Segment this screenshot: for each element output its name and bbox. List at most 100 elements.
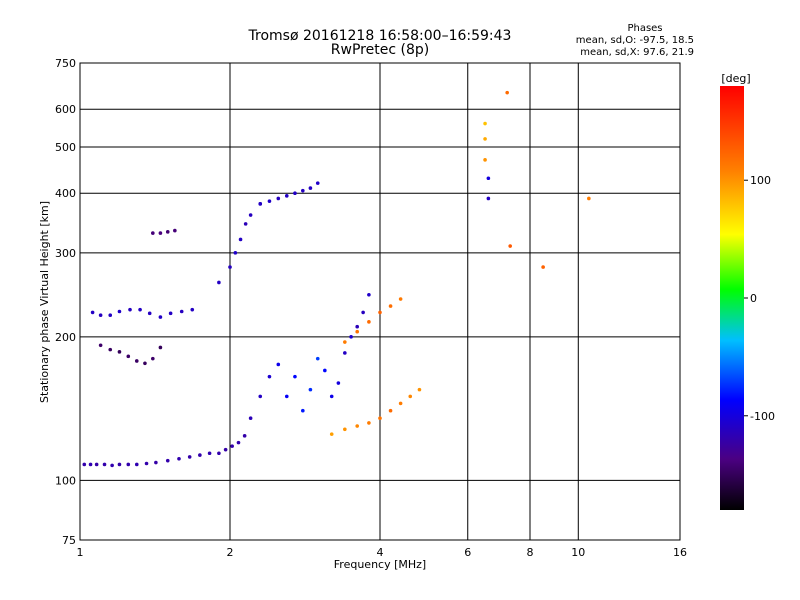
data-point xyxy=(147,311,152,316)
data-point xyxy=(343,427,347,432)
data-point xyxy=(483,158,487,162)
data-point xyxy=(343,351,347,355)
y-axis-ticks: 75 100 200 300 400 500 600 750 xyxy=(55,57,76,547)
data-point xyxy=(308,387,313,392)
phases-o-stats: mean, sd,O: -97.5, 18.5 xyxy=(576,35,694,46)
data-point xyxy=(355,329,359,334)
colorbar-tick-label: 0 xyxy=(750,292,757,305)
y-tick-label: 300 xyxy=(55,247,76,260)
data-point xyxy=(143,361,147,366)
data-point xyxy=(329,394,334,399)
data-point xyxy=(158,315,163,319)
data-point xyxy=(284,194,289,198)
colorbar-ticks: 100 0 -100 xyxy=(744,174,775,423)
data-point xyxy=(198,453,202,457)
data-point xyxy=(134,462,139,467)
data-point xyxy=(293,191,297,196)
chart-title: Tromsø 20161218 16:58:00–16:59:43 xyxy=(248,28,512,44)
data-point xyxy=(483,137,487,141)
data-point xyxy=(94,462,99,467)
data-point xyxy=(355,324,359,329)
x-tick-label: 6 xyxy=(464,546,471,559)
data-point xyxy=(284,394,289,399)
x-tick-label: 1 xyxy=(77,546,84,559)
data-point xyxy=(108,313,113,317)
data-point xyxy=(343,340,347,344)
data-point xyxy=(301,408,305,413)
data-point xyxy=(483,121,487,126)
data-point xyxy=(144,461,149,466)
grid xyxy=(79,62,681,541)
data-point xyxy=(267,374,272,379)
data-point xyxy=(408,394,413,399)
data-point xyxy=(117,309,122,314)
data-point xyxy=(243,222,248,226)
data-point xyxy=(168,311,173,316)
x-tick-label: 16 xyxy=(673,546,687,559)
data-point xyxy=(151,356,155,361)
x-tick-label: 10 xyxy=(571,546,585,559)
data-point xyxy=(108,347,113,352)
data-point xyxy=(117,350,122,354)
colorbar-label: [deg] xyxy=(721,72,750,85)
data-point xyxy=(378,416,382,421)
y-tick-label: 200 xyxy=(55,331,76,344)
data-point xyxy=(158,231,163,235)
data-point xyxy=(367,421,371,425)
data-point xyxy=(367,320,371,324)
data-point xyxy=(223,447,228,452)
axis-box xyxy=(79,62,681,541)
colorbar-tick-label: -100 xyxy=(750,410,775,423)
data-point xyxy=(486,176,491,181)
data-point xyxy=(158,345,163,350)
data-point xyxy=(228,265,232,269)
data-point xyxy=(486,196,491,201)
data-point xyxy=(138,307,142,312)
data-point xyxy=(258,202,263,206)
x-tick-label: 2 xyxy=(227,546,234,559)
data-point xyxy=(248,213,253,217)
data-point xyxy=(165,230,170,234)
data-point xyxy=(315,356,320,361)
y-tick-label: 600 xyxy=(55,103,76,116)
data-point xyxy=(233,251,238,255)
data-point xyxy=(398,401,403,406)
data-point xyxy=(308,186,313,190)
y-tick-label: 750 xyxy=(55,57,76,70)
data-point xyxy=(315,181,320,185)
y-axis-label: Stationary phase Virtual Height [km] xyxy=(38,201,51,403)
data-point xyxy=(267,199,272,203)
data-point xyxy=(293,374,297,379)
data-point xyxy=(128,307,132,312)
chart-subtitle: RwPretec (8p) xyxy=(331,42,429,58)
data-point xyxy=(587,196,591,201)
phases-title: Phases xyxy=(627,23,662,34)
data-point xyxy=(258,394,263,399)
data-point xyxy=(154,460,158,465)
data-point xyxy=(190,307,195,312)
data-point xyxy=(82,462,87,467)
data-point xyxy=(151,231,155,235)
data-point xyxy=(217,451,221,456)
data-point xyxy=(541,265,545,269)
data-points xyxy=(82,90,591,468)
data-point xyxy=(508,244,512,248)
data-point xyxy=(276,362,281,367)
data-point xyxy=(323,368,327,373)
data-point xyxy=(329,432,334,436)
data-point xyxy=(336,381,341,385)
data-point xyxy=(88,462,93,467)
colorbar-tick-label: 100 xyxy=(750,174,771,187)
data-point xyxy=(102,462,107,467)
data-point xyxy=(98,313,103,317)
y-tick-label: 400 xyxy=(55,187,76,200)
data-point xyxy=(179,309,184,314)
data-point xyxy=(248,416,253,421)
data-point xyxy=(134,359,139,363)
data-point xyxy=(388,408,393,413)
data-point xyxy=(398,297,403,301)
x-tick-label: 8 xyxy=(527,546,534,559)
data-point xyxy=(242,434,247,438)
data-point xyxy=(505,90,509,95)
